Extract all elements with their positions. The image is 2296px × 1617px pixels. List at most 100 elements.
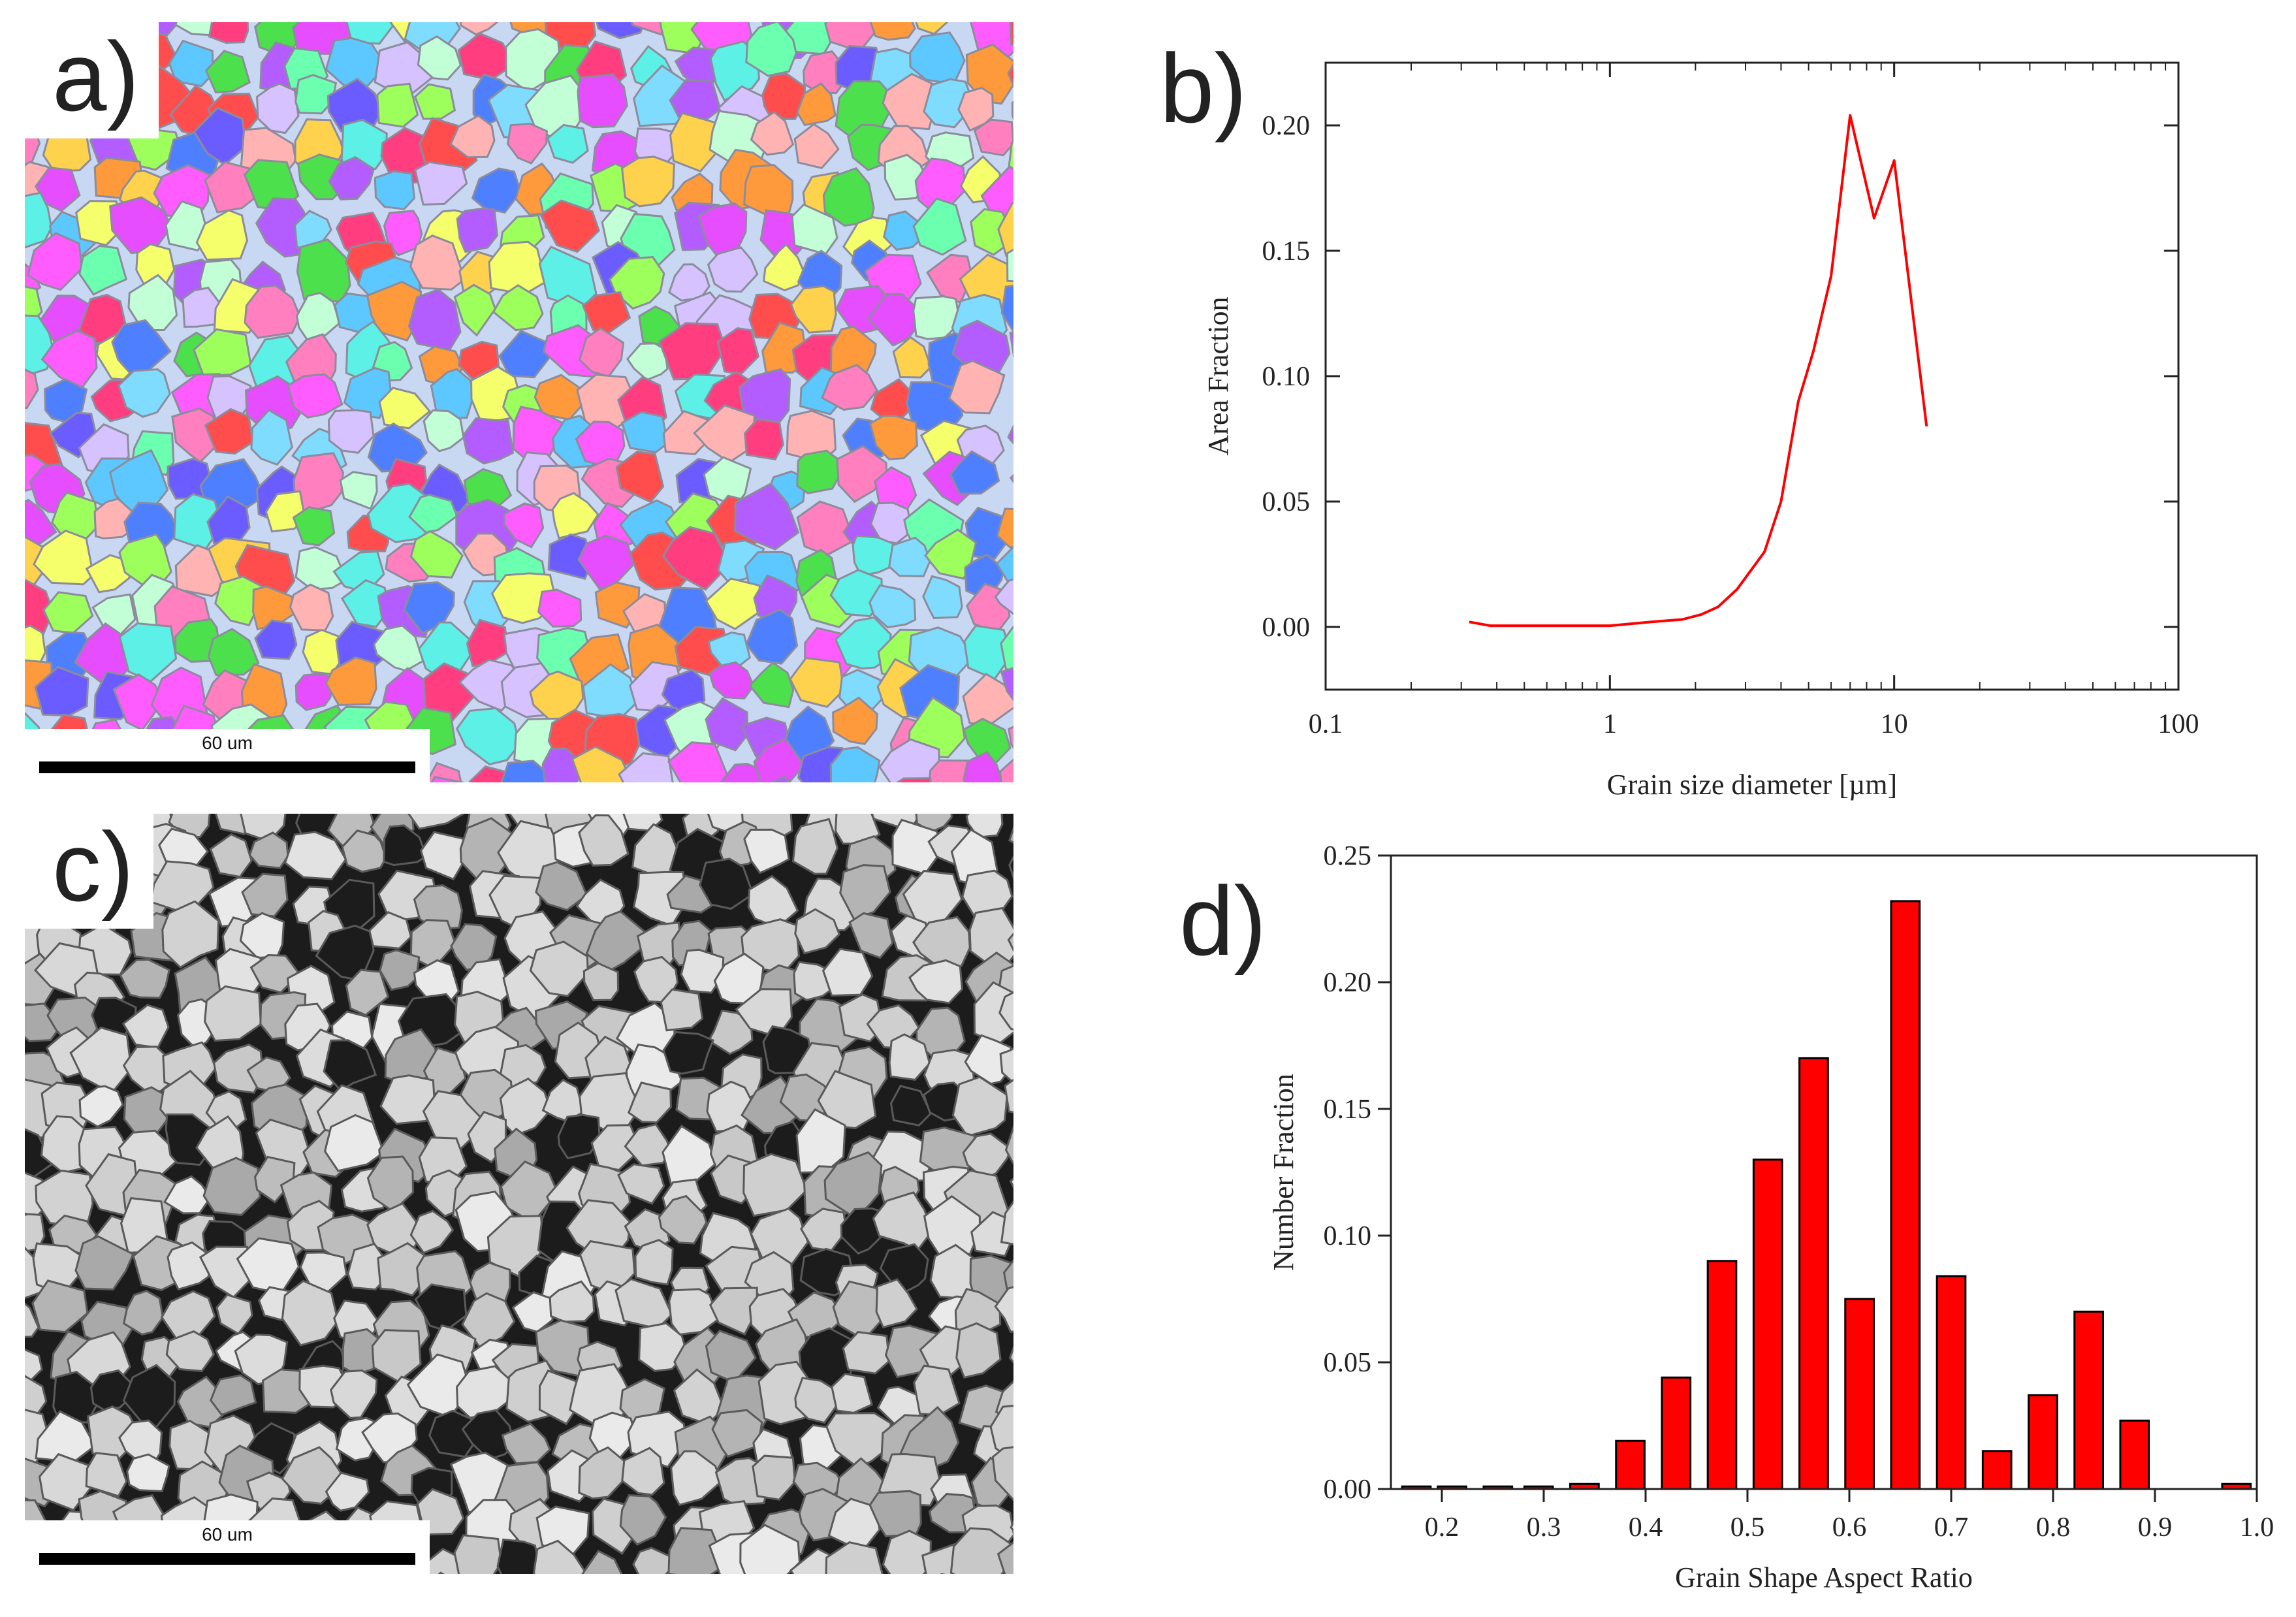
grain [256, 82, 300, 135]
grain [621, 1447, 665, 1496]
grain [762, 243, 805, 292]
grain [1010, 1520, 1013, 1533]
grain [968, 906, 1013, 964]
grain [996, 507, 1013, 549]
grain [1008, 825, 1013, 844]
grain [323, 1039, 377, 1092]
grain [708, 661, 755, 700]
b-x-tick-label: 100 [2158, 709, 2199, 739]
grain [839, 864, 891, 921]
grain [208, 22, 249, 44]
grain [204, 50, 251, 94]
grain [341, 829, 387, 873]
grain [204, 408, 254, 455]
grain [25, 191, 53, 249]
grain [535, 1319, 591, 1378]
d-bar [1661, 1376, 1692, 1490]
grain [794, 908, 841, 955]
grain [999, 758, 1013, 782]
grain [456, 207, 498, 253]
grain [748, 661, 795, 709]
b-y-tick-label: 0.10 [1262, 362, 1311, 392]
grain [379, 949, 421, 991]
grain [745, 608, 799, 665]
grain [922, 575, 963, 620]
grain [423, 409, 465, 453]
panel-label-b: b) [1160, 39, 1247, 137]
d-x-axis-label: Grain Shape Aspect Ratio [1675, 1561, 1973, 1593]
grain [1009, 22, 1013, 46]
grain [878, 738, 940, 782]
grain [1008, 1345, 1013, 1364]
grain [287, 373, 343, 419]
grain [743, 164, 794, 217]
grain [417, 35, 462, 81]
grain [557, 1113, 601, 1160]
grain [680, 948, 725, 994]
grain [209, 833, 253, 878]
grain [769, 775, 791, 782]
grain [884, 1324, 942, 1379]
grain [438, 1571, 445, 1574]
grain [413, 83, 456, 120]
d-x-tick-label: 0.9 [2138, 1513, 2173, 1543]
grain [430, 775, 465, 782]
grain [295, 672, 334, 711]
b-series-line [1469, 114, 1928, 628]
grain [834, 616, 892, 670]
grain [126, 1453, 170, 1493]
grain [407, 814, 464, 830]
grain [240, 814, 287, 841]
grain [742, 1153, 808, 1217]
d-bar [1752, 1159, 1783, 1490]
grain [1008, 855, 1013, 880]
d-x-tick-label: 0.3 [1527, 1513, 1561, 1543]
grain [366, 483, 433, 543]
grain [340, 579, 391, 628]
grain [549, 1280, 596, 1323]
aspect-ratio-chart-svg: 0.2 0.3 0.4 0.5 0.6 0.7 0.8 0.9 1.0 0.00 0.05 0.10 0… [1268, 841, 2274, 1593]
grain [596, 22, 646, 40]
grain [372, 624, 424, 672]
grain [374, 170, 416, 210]
grain [212, 1043, 264, 1094]
grain [330, 1369, 378, 1419]
grain [210, 1374, 257, 1417]
grain [870, 502, 912, 545]
grain [577, 73, 628, 129]
grain [821, 948, 874, 997]
ebsd-map-image: a) 60 um [25, 22, 1013, 782]
grain [994, 578, 1013, 616]
grain [948, 359, 1006, 415]
grain [630, 22, 670, 36]
grain [420, 831, 467, 881]
grain [413, 884, 463, 931]
d-bar [2073, 1310, 2104, 1490]
d-bar [2119, 1419, 2150, 1490]
scale-bar-line-c [39, 1553, 415, 1565]
grain [455, 707, 521, 766]
grain [709, 1287, 758, 1336]
grain [699, 857, 754, 910]
grain [453, 283, 497, 337]
grain [836, 445, 888, 504]
grain [1006, 248, 1013, 283]
grain [165, 1330, 215, 1373]
d-y-tick-label: 0.15 [1324, 1095, 1372, 1125]
aspect-ratio-chart: 0.2 0.3 0.4 0.5 0.6 0.7 0.8 0.9 1.0 0.00 0.05 0.10 0… [1241, 829, 2286, 1610]
grain [407, 288, 462, 352]
panel-label-c: c) [25, 814, 153, 929]
grain [26, 232, 83, 291]
grain [75, 200, 120, 247]
b-y-tick-label: 0.05 [1262, 487, 1311, 517]
b-y-tick-label: 0.20 [1262, 111, 1311, 141]
scale-bar-line-a [39, 761, 415, 773]
grain [912, 295, 961, 340]
grain [168, 39, 214, 88]
grain [869, 22, 916, 41]
grain [888, 536, 931, 577]
grain [713, 952, 765, 1004]
grain [503, 502, 545, 549]
d-x-tick-label: 0.4 [1629, 1513, 1663, 1543]
grain [161, 900, 220, 969]
